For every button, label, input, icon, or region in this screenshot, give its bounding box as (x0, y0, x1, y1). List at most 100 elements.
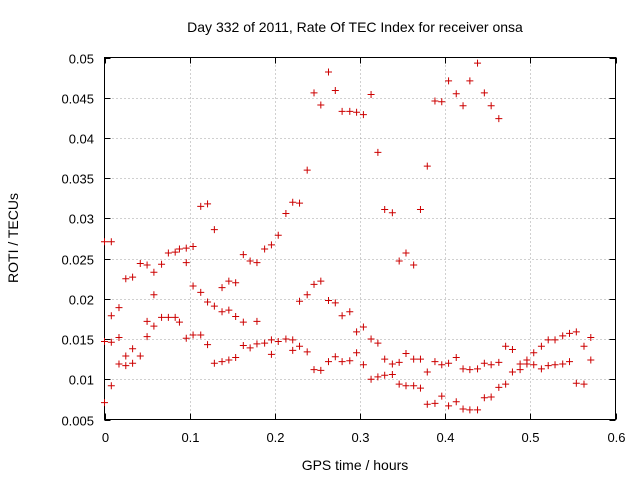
data-point (438, 392, 446, 400)
axis-ticks (104, 57, 617, 421)
data-point (267, 336, 275, 344)
data-point (551, 361, 559, 369)
data-point (317, 366, 325, 374)
data-point (416, 384, 424, 392)
data-point (150, 268, 158, 276)
data-point (480, 89, 488, 97)
data-point (530, 361, 538, 369)
data-point (580, 342, 588, 350)
data-point (122, 275, 130, 283)
x-tick-labels: 0 0.1 0.2 0.3 0.4 0.5 0.6 (102, 430, 626, 445)
x-axis-label: GPS time / hours (302, 457, 409, 473)
data-point (129, 345, 137, 353)
data-point (310, 89, 318, 97)
data-point (402, 350, 410, 358)
data-point (495, 115, 503, 123)
data-point (225, 356, 233, 364)
data-point (346, 107, 354, 115)
data-point (452, 90, 460, 98)
data-point (374, 339, 382, 347)
data-point (559, 332, 567, 340)
data-point (164, 313, 172, 321)
data-point (253, 317, 261, 325)
data-point (572, 328, 580, 336)
data-point (274, 231, 282, 239)
data-point (353, 349, 361, 357)
data-point (367, 335, 375, 343)
data-point (232, 313, 240, 321)
data-point (395, 257, 403, 265)
data-point (143, 317, 151, 325)
data-point (395, 358, 403, 366)
data-point (516, 366, 524, 374)
data-point (210, 302, 218, 310)
data-point (566, 329, 574, 337)
data-point (158, 313, 166, 321)
data-point (374, 148, 382, 156)
data-point (197, 331, 205, 339)
data-point (143, 333, 151, 341)
data-point (253, 340, 261, 348)
y-tick-label: 0.025 (61, 253, 94, 268)
data-point (537, 342, 545, 350)
data-point (274, 337, 282, 345)
data-point (367, 91, 375, 99)
data-point (459, 102, 467, 110)
data-point (474, 406, 482, 414)
data-point (452, 398, 460, 406)
data-point (189, 243, 197, 251)
data-point (331, 353, 339, 361)
y-tick-label: 0.02 (69, 293, 94, 308)
y-tick-label: 0.015 (61, 333, 94, 348)
data-point (239, 318, 247, 326)
data-point (324, 296, 332, 304)
x-tick-label: 0.5 (521, 430, 539, 445)
data-point (232, 279, 240, 287)
data-point (189, 331, 197, 339)
data-point (431, 97, 439, 105)
data-point (150, 322, 158, 330)
data-point (381, 371, 389, 379)
data-point (359, 323, 367, 331)
y-tick-label: 0.005 (61, 414, 94, 429)
data-points (101, 59, 595, 414)
data-point (459, 365, 467, 373)
x-tick-label: 0.1 (181, 430, 199, 445)
data-point (204, 200, 212, 208)
data-point (129, 273, 137, 281)
data-point (338, 312, 346, 320)
data-point (410, 261, 418, 269)
y-axis-label: ROTI / TECUs (5, 193, 21, 283)
data-point (282, 335, 290, 343)
data-point (218, 308, 226, 316)
data-point (310, 366, 318, 374)
data-point (495, 358, 503, 366)
y-tick-label: 0.04 (69, 132, 94, 147)
data-point (175, 318, 183, 326)
data-point (353, 328, 361, 336)
data-point (544, 362, 552, 370)
data-point (388, 209, 396, 217)
data-point (296, 342, 304, 350)
data-point (303, 291, 311, 299)
data-point (246, 344, 254, 352)
data-point (218, 358, 226, 366)
data-point (353, 108, 361, 116)
data-point (210, 226, 218, 234)
x-tick-label: 0.3 (351, 430, 369, 445)
data-point (197, 288, 205, 296)
data-point (495, 383, 503, 391)
data-point (317, 277, 325, 285)
data-point (282, 210, 290, 218)
data-point (289, 346, 297, 354)
data-point (129, 359, 137, 367)
data-point (324, 358, 332, 366)
data-point (101, 337, 108, 345)
data-point (246, 257, 254, 265)
data-point (466, 366, 474, 374)
data-point (253, 259, 261, 267)
data-point (438, 98, 446, 106)
data-point (303, 348, 311, 356)
data-point (239, 251, 247, 259)
